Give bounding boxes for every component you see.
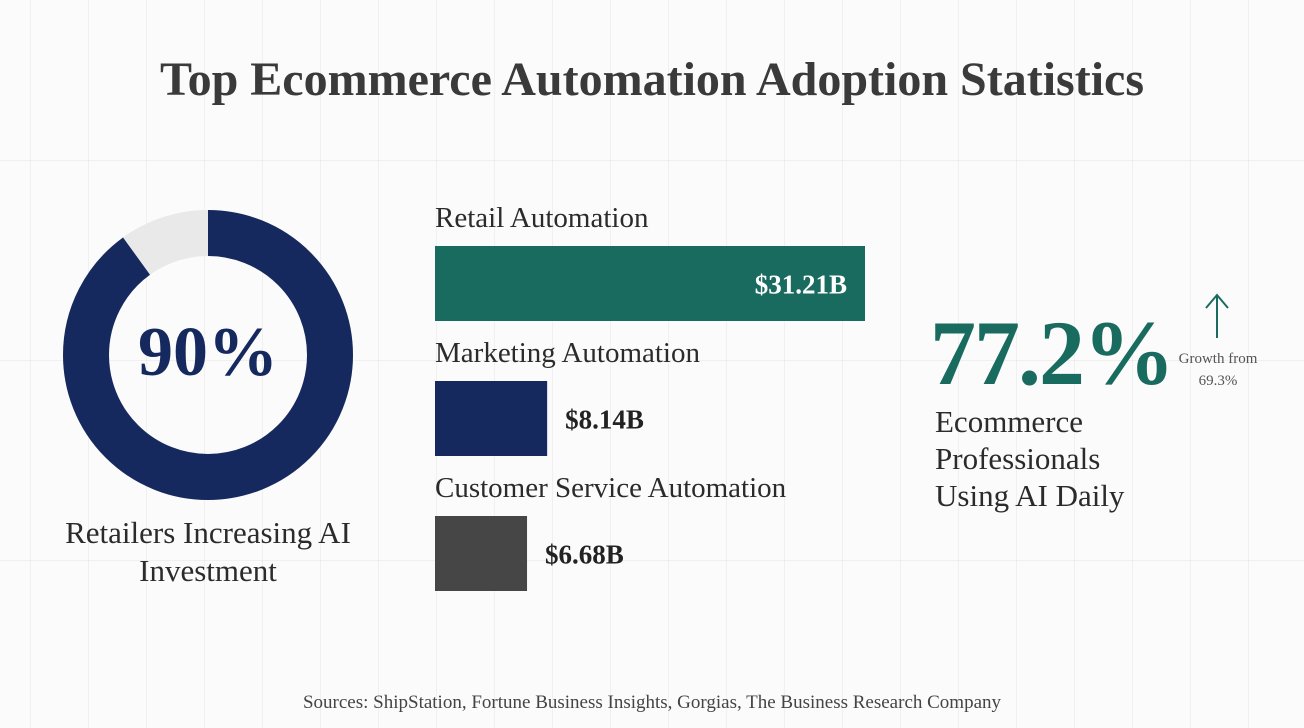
stat-caption: Ecommerce Professionals Using AI Daily [935,404,1125,513]
donut-arc [63,210,353,500]
bar-category: Customer Service Automation [435,472,787,504]
donut-value-label: 90% [138,314,278,391]
bar-category: Marketing Automation [435,337,700,369]
title: Top Ecommerce Automation Adoption Statis… [159,53,1145,106]
bar-value-label: $31.21B [755,270,847,300]
bar-category: Retail Automation [435,202,649,234]
donut-caption: Retailers Increasing AI Investment [65,515,351,588]
bar [435,516,528,591]
bar-value-label: $6.68B [545,540,624,570]
bar [435,381,548,456]
stat-value: 77.2% [930,302,1175,404]
bar-value-label: $8.14B [565,405,644,435]
growth-note: Growth from 69.3% [1178,351,1258,389]
sources: Sources: ShipStation, Fortune Business I… [302,692,1002,713]
bar [435,246,865,321]
growth-arrow-head [1205,293,1229,309]
